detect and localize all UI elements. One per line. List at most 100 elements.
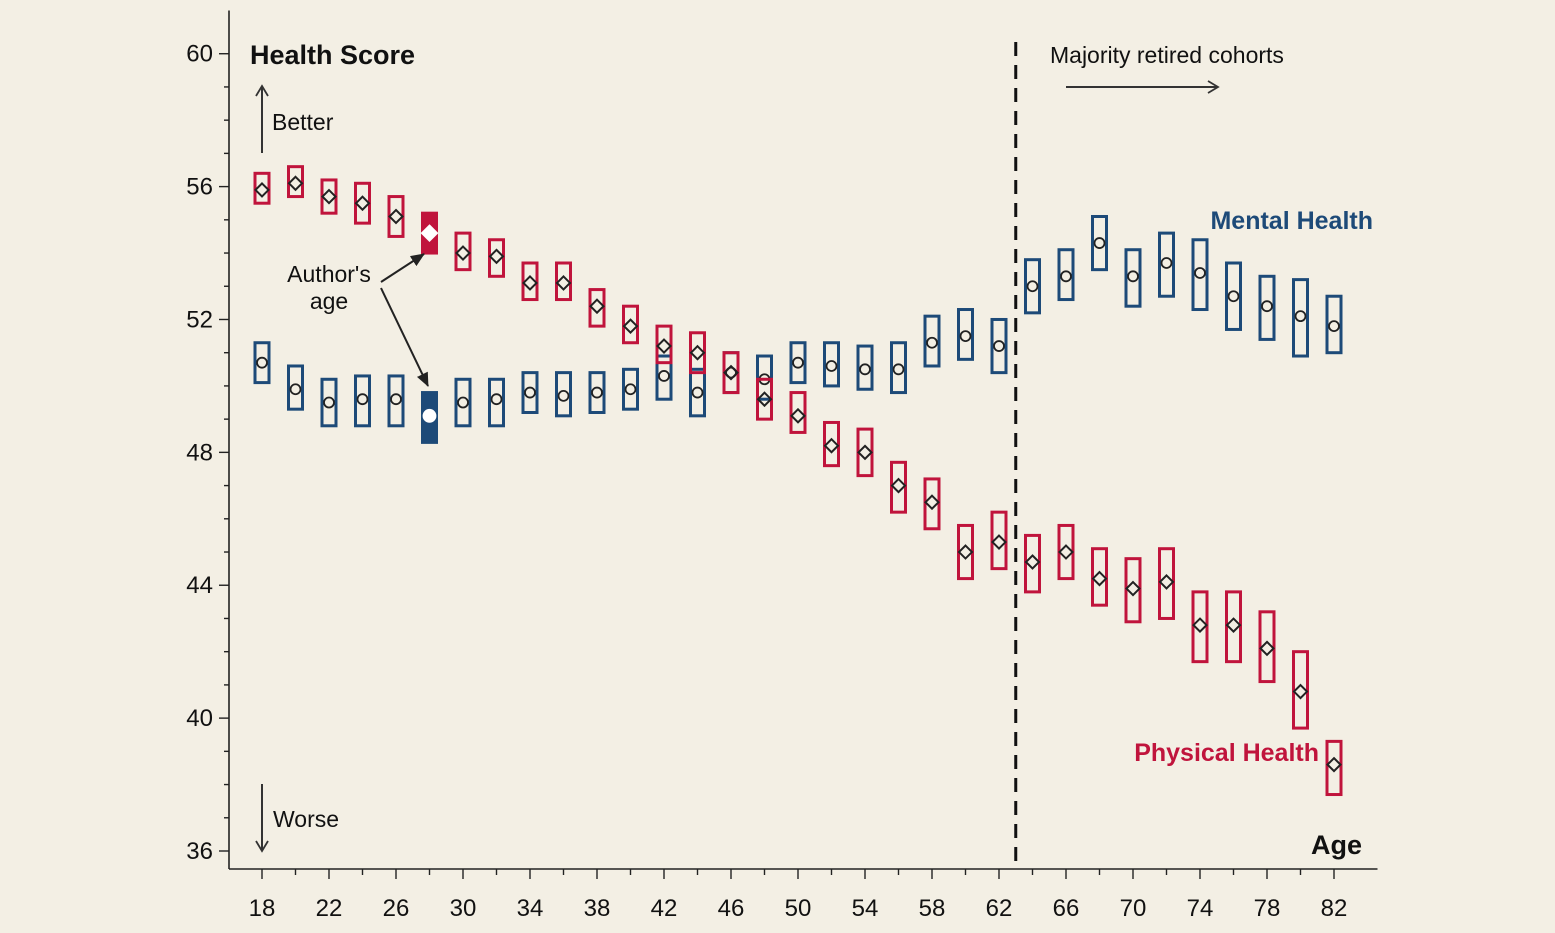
confidence-interval-box (1057, 248, 1075, 302)
confidence-interval-box (287, 364, 304, 411)
confidence-interval-box (990, 317, 1008, 375)
confidence-interval-box (1124, 248, 1142, 308)
mental-health-series (253, 214, 1343, 444)
confidence-interval-box (588, 288, 606, 328)
mental-point (792, 356, 804, 369)
confidence-interval-box (1225, 590, 1242, 664)
x-tick-label: 54 (852, 895, 879, 922)
x-tick-label: 62 (986, 895, 1013, 922)
confidence-interval-box (1191, 238, 1209, 312)
confidence-interval-box (320, 377, 338, 428)
confidence-interval-box (454, 231, 472, 272)
x-tick-label: 50 (785, 895, 812, 922)
author-age-label-line2: age (310, 288, 348, 314)
mental-point (926, 336, 938, 349)
confidence-interval-box (1091, 547, 1108, 607)
x-tick-label: 78 (1254, 895, 1281, 922)
physical-point (287, 175, 304, 192)
confidence-interval-box (488, 377, 505, 428)
mental-point (1328, 320, 1340, 333)
confidence-interval-box (689, 367, 706, 418)
confidence-interval-box (1091, 214, 1108, 272)
physical-point (420, 224, 439, 243)
confidence-interval-box (622, 367, 639, 411)
confidence-interval-box (1024, 533, 1041, 594)
confidence-interval-box (354, 374, 371, 428)
mental-point (323, 396, 335, 409)
mental-point (557, 389, 570, 402)
confidence-interval-box (823, 420, 840, 468)
author-age-arrow-mental (380, 287, 429, 387)
physical-point (991, 534, 1007, 550)
x-tick-label: 30 (450, 895, 477, 922)
mental-point (725, 366, 737, 379)
confidence-interval-box (253, 341, 271, 385)
confidence-interval-box (957, 523, 974, 581)
mental-point (422, 408, 437, 423)
mental-health-series-label: Mental Health (1210, 207, 1373, 235)
confidence-interval-box (890, 341, 907, 395)
y-tick-label: 44 (186, 572, 213, 599)
confidence-interval-box (1292, 278, 1309, 358)
confidence-interval-box (1325, 739, 1343, 797)
confidence-interval-box (1124, 557, 1142, 624)
confidence-interval-box (789, 341, 807, 385)
physical-point (488, 248, 505, 265)
physical-point (455, 245, 471, 261)
confidence-interval-box (1258, 610, 1276, 684)
physical-point (254, 182, 270, 198)
physical-point (857, 444, 873, 461)
worse-label: Worse (273, 806, 339, 832)
confidence-interval-box (923, 477, 941, 531)
confidence-interval-box (1057, 523, 1075, 581)
x-tick-label: 58 (919, 895, 946, 922)
author-age-label-line1: Author's (287, 261, 371, 287)
mental-point (1026, 280, 1039, 293)
confidence-interval-box (1325, 294, 1343, 355)
confidence-interval-box (856, 427, 874, 478)
mental-point (859, 363, 871, 376)
mental-point (1160, 257, 1173, 269)
x-axis-title: Age (1311, 830, 1362, 860)
confidence-interval-box (856, 344, 874, 391)
physical-point (957, 544, 974, 560)
confidence-interval-box (488, 238, 505, 278)
confidence-interval-box (622, 304, 639, 345)
mental-point (1194, 267, 1206, 279)
better-label: Better (272, 109, 334, 135)
physical-point (890, 477, 907, 494)
y-tick-label: 60 (186, 41, 213, 68)
physical-point (388, 208, 404, 225)
confidence-interval-box (990, 510, 1008, 571)
physical-point (689, 344, 706, 361)
confidence-interval-box (923, 314, 941, 368)
confidence-interval-box (521, 371, 539, 414)
physical-health-series-label: Physical Health (1134, 739, 1319, 767)
physical-point (1125, 580, 1141, 597)
confidence-interval-box (655, 324, 673, 365)
y-tick-label: 52 (186, 306, 213, 333)
confidence-interval-box (756, 354, 773, 401)
y-tick-label: 48 (186, 439, 213, 466)
confidence-interval-box (387, 374, 405, 428)
x-tick-label: 34 (517, 895, 544, 922)
physical-point (1091, 570, 1108, 587)
x-tick-label: 38 (584, 895, 611, 922)
confidence-interval-box (588, 371, 606, 414)
confidence-interval-box (1258, 274, 1276, 341)
physical-point (823, 437, 840, 454)
confidence-interval-box (555, 371, 572, 418)
mental-point (1060, 270, 1072, 283)
x-tick-label: 26 (383, 895, 410, 922)
physical-point (522, 275, 538, 291)
mental-point (1294, 310, 1307, 323)
physical-point (321, 188, 337, 205)
physical-health-series (253, 165, 1343, 797)
physical-point (1326, 756, 1342, 773)
x-tick-label: 18 (249, 895, 276, 922)
confidence-interval-box (1225, 261, 1242, 331)
confidence-interval-box (689, 331, 706, 375)
confidence-interval-box (320, 178, 338, 215)
physical-point (555, 275, 572, 291)
